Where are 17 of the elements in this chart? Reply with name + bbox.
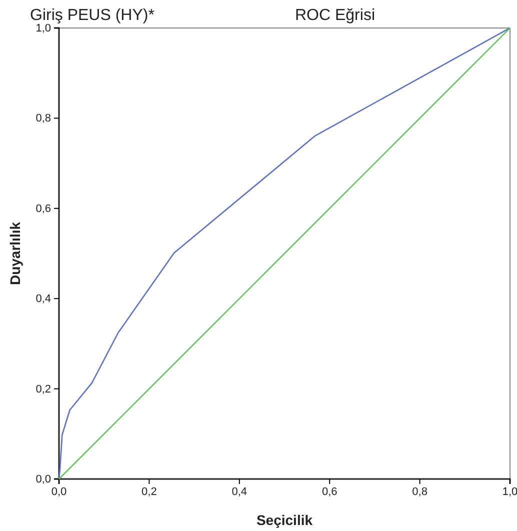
x-tick-label: 0,4 — [232, 486, 248, 498]
y-axis-title: Duyarlılık — [7, 222, 23, 286]
y-tick-label: 0,4 — [36, 293, 51, 306]
text: Giriş PEUS (HY)* — [30, 7, 154, 24]
y-tick-label: 1,0 — [36, 22, 51, 35]
y-tick-label: 0,8 — [36, 112, 51, 125]
y-tick-label: 0,0 — [36, 474, 51, 486]
y-tick-label: 0,6 — [36, 202, 51, 215]
x-tick-label: 0,8 — [412, 486, 428, 498]
x-tick-label: 1,0 — [502, 486, 517, 498]
chart-title: ROC Eğrisi — [294, 7, 376, 24]
line-series — [58, 27, 511, 480]
x-axis-title: Seçicilik — [256, 512, 313, 528]
x-tick-label: 0,0 — [51, 486, 67, 498]
x-tick-label: 0,6 — [322, 486, 338, 498]
y-tick-label: 0,2 — [36, 383, 51, 396]
x-tick-label: 0,2 — [142, 486, 157, 498]
